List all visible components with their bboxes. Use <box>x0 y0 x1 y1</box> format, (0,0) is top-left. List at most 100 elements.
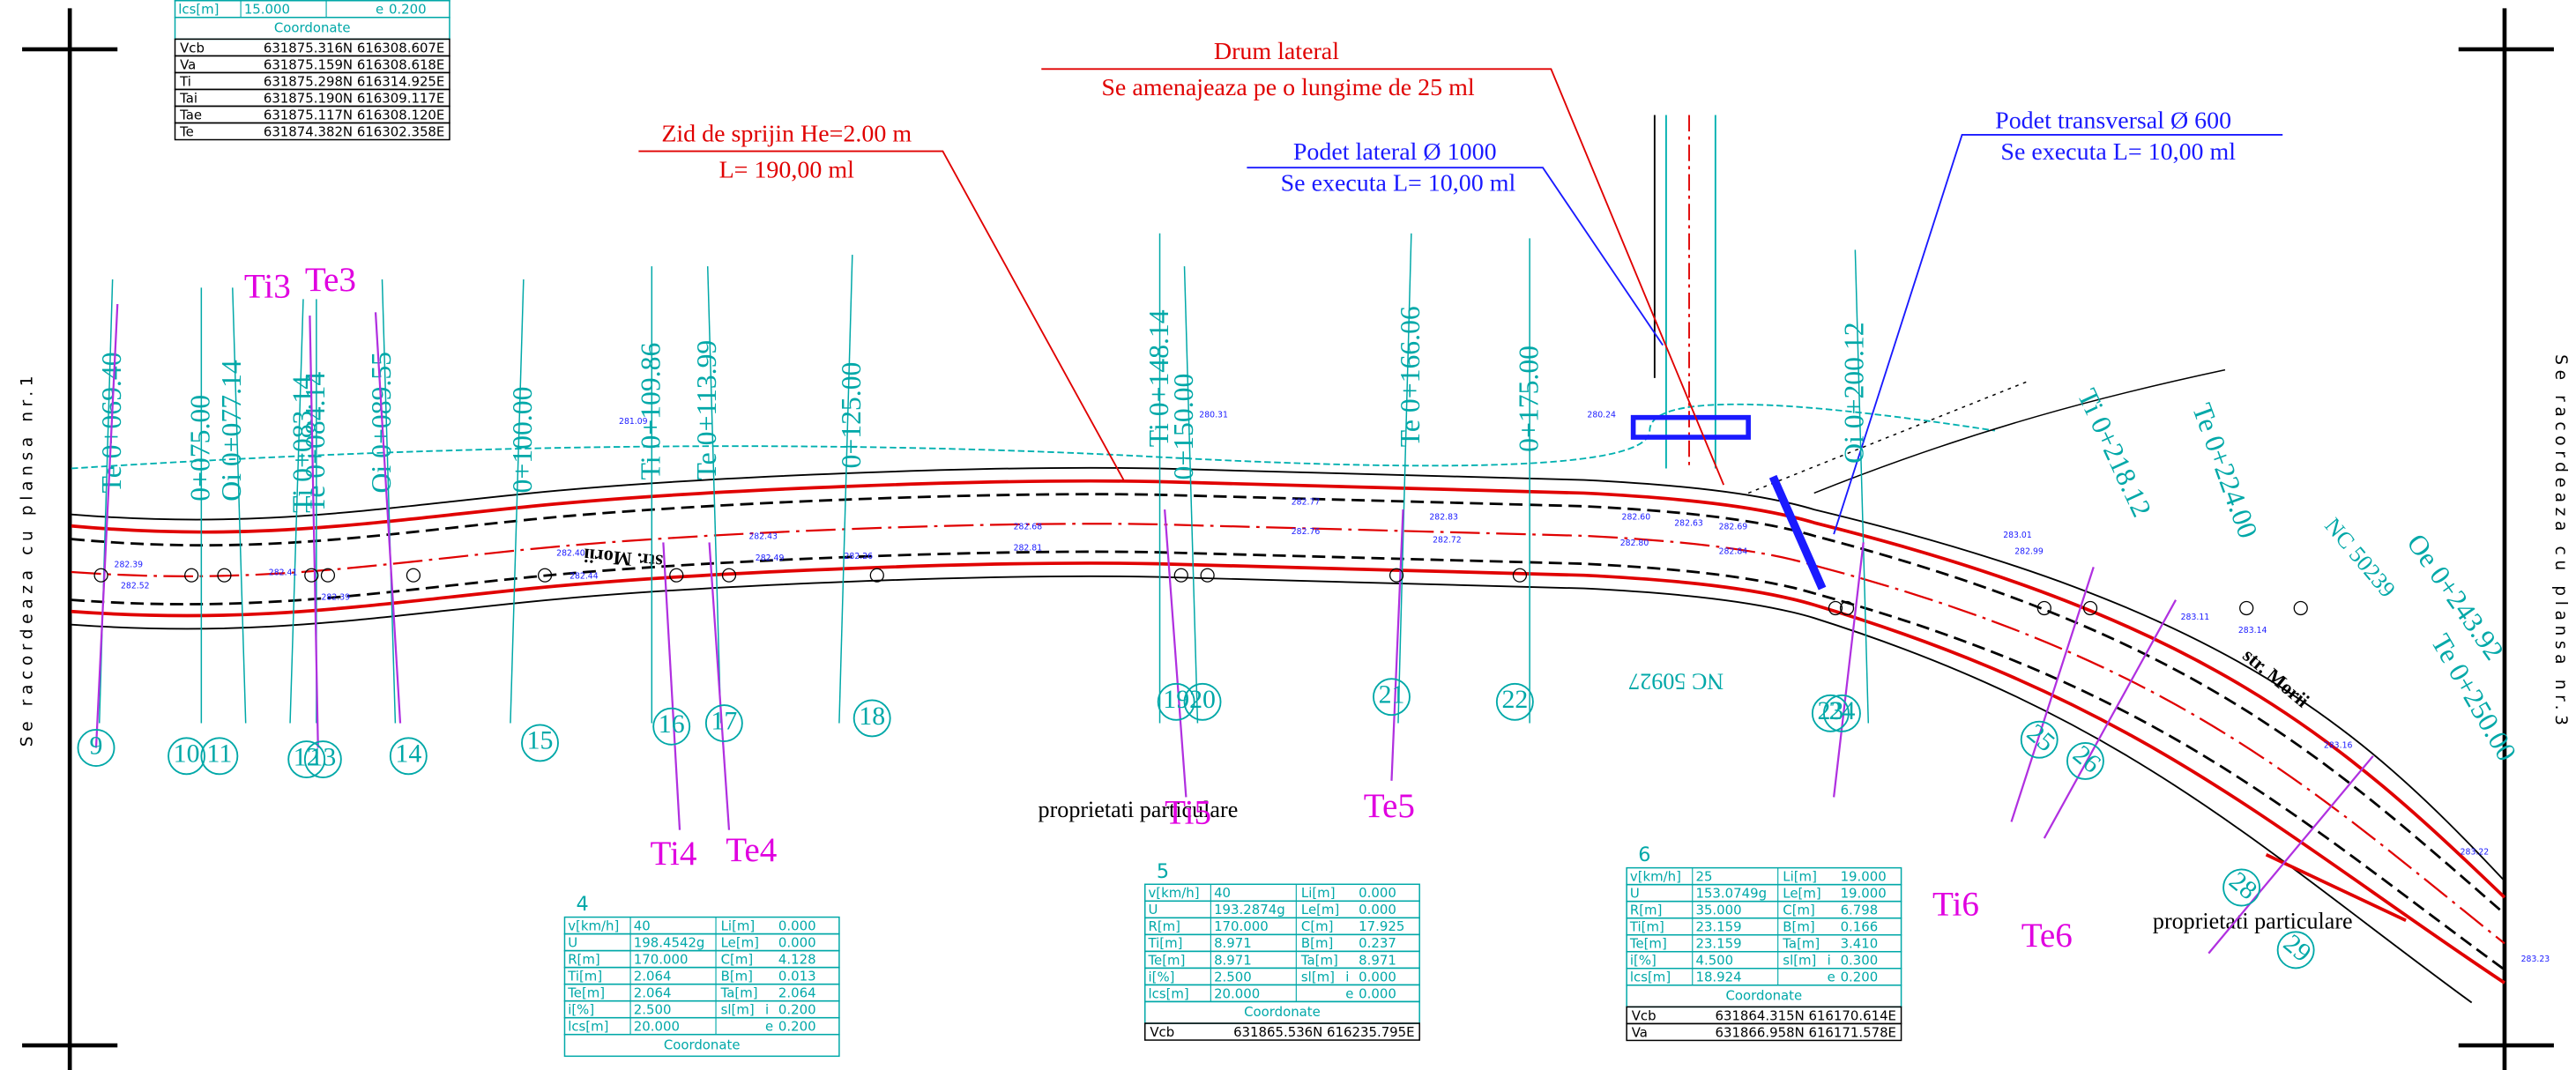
elevation: 282.49 <box>756 554 785 563</box>
profile-number: 15 <box>527 726 554 755</box>
table-cell: 153.0749g <box>1695 886 1767 902</box>
table-cell: Li[m] <box>1301 885 1336 901</box>
elevation: 282.81 <box>1014 544 1043 554</box>
table-cell: 0.200 <box>389 2 427 18</box>
table-cell: i[%] <box>1630 953 1657 969</box>
coord-value: 631864.315N 616170.614E <box>1715 1007 1896 1023</box>
annotation: Se executa L= 10,00 ml <box>2000 138 2236 166</box>
table-cell: 193.2874g <box>1214 902 1285 918</box>
coord-value: 631875.117N 616308.120E <box>264 107 445 123</box>
table-cell: 0.000 <box>1359 969 1396 985</box>
annotation: Zid de sprijin He=2.00 m <box>661 120 912 147</box>
table-cell: sl[m] <box>1783 953 1816 969</box>
table-cell: i <box>1345 969 1349 985</box>
table-cell: U <box>1630 886 1640 902</box>
table-cell: 0.000 <box>778 935 816 951</box>
table-cell: C[m] <box>1301 918 1334 934</box>
elevation: 283.11 <box>2181 613 2210 622</box>
table-cell: 2.064 <box>634 985 672 1001</box>
table-cell: 15.000 <box>244 2 290 18</box>
station-label: 0+075.00 <box>185 395 216 502</box>
table-cell: 0.000 <box>1359 885 1396 901</box>
table-cell: Li[m] <box>1783 869 1817 885</box>
coord-value: 631865.536N 616235.795E <box>1233 1024 1415 1040</box>
station-label: 0+100.00 <box>507 387 538 494</box>
coord-value: 631874.382N 616302.358E <box>264 123 445 139</box>
station-label: Te 0+084.14 <box>300 372 331 513</box>
station-label: Oi 0+089.55 <box>366 352 397 493</box>
table-cell: Ta[m] <box>720 985 758 1001</box>
table-cell: 8.971 <box>1214 952 1252 968</box>
elevation: 282.63 <box>1674 519 1703 529</box>
table-cell: Le[m] <box>1301 902 1339 918</box>
profile-number: 18 <box>859 702 885 731</box>
elevation: 282.26 <box>844 552 873 561</box>
table-cell: R[m] <box>568 952 600 968</box>
station-label: Oi 0+077.14 <box>216 360 247 502</box>
table-cell: v[km/h] <box>1148 885 1199 901</box>
table-cell: C[m] <box>1783 903 1815 918</box>
annotation: Podet lateral Ø 1000 <box>1293 138 1497 166</box>
table-cell: B[m] <box>721 969 753 985</box>
coord-label: Va <box>1632 1024 1648 1040</box>
elevation: 281.09 <box>619 417 648 427</box>
table-cell: 2.064 <box>778 985 816 1001</box>
coord-label: Va <box>180 56 196 72</box>
table-cell: 8.971 <box>1214 935 1252 951</box>
table-cell: R[m] <box>1630 903 1663 918</box>
coord-value: 631875.190N 616309.117E <box>264 90 445 106</box>
station-label: Te 0+113.99 <box>691 340 722 480</box>
table-cell: 0.000 <box>1359 902 1396 918</box>
side-note: Se racordeaza cu plansa nr.1 <box>18 371 36 747</box>
table-cell: 8.971 <box>1359 952 1396 968</box>
table-number: 6 <box>1638 843 1650 866</box>
point-label: Te4 <box>726 831 777 869</box>
table-cell: 20.000 <box>1214 985 1260 1001</box>
coord-label: Tae <box>179 107 202 123</box>
table-cell: U <box>1148 902 1158 918</box>
point-label: Te5 <box>1364 787 1415 825</box>
table-number: 4 <box>577 893 589 916</box>
elevation: 282.39 <box>321 593 350 603</box>
profile-number: 24 <box>1829 696 1856 725</box>
table-number: 5 <box>1157 860 1169 883</box>
profile-number: 17 <box>711 706 737 735</box>
elevation: 282.52 <box>121 582 150 591</box>
table-cell: C[m] <box>721 952 754 968</box>
elevation: 283.14 <box>2238 626 2267 635</box>
table-cell: Te[m] <box>1147 952 1185 968</box>
profile-number: 20 <box>1189 685 1216 714</box>
table-cell: Te[m] <box>567 985 605 1001</box>
table-cell: Li[m] <box>721 918 756 933</box>
table-cell: i <box>1828 953 1831 969</box>
table-cell: Ti[m] <box>1629 919 1664 935</box>
property-label: proprietati particulare <box>2153 909 2353 934</box>
coord-label: Vcb <box>1632 1007 1657 1023</box>
annotation: Se executa L= 10,00 ml <box>1281 169 1516 197</box>
coord-value: 631875.298N 616314.925E <box>264 73 445 89</box>
table-cell: v[km/h] <box>568 918 619 933</box>
profile-number: 16 <box>659 710 685 739</box>
table-cell: sl[m] <box>1301 969 1335 985</box>
annotation: Podet transversal Ø 600 <box>1995 107 2231 134</box>
table-cell: B[m] <box>1783 919 1814 935</box>
coord-label: Te <box>179 123 194 139</box>
table-cell: U <box>568 935 577 951</box>
table-cell: Te[m] <box>1629 936 1667 952</box>
coord-label: Ti <box>179 73 191 89</box>
station-label: 0+125.00 <box>836 362 867 469</box>
elevation: 282.84 <box>1719 546 1748 556</box>
elevation: 282.68 <box>1014 522 1043 531</box>
elevation: 282.76 <box>1292 527 1321 537</box>
profile-number: 10 <box>174 739 200 769</box>
elevation: 282.40 <box>556 548 585 558</box>
elevation: 283.22 <box>2461 848 2490 858</box>
coord-label: Tai <box>179 90 197 106</box>
elevation: 282.77 <box>1292 498 1321 508</box>
elevation: 282.60 <box>1622 512 1651 522</box>
station-label: 0+175.00 <box>1513 346 1544 452</box>
elevation: 282.72 <box>1433 535 1462 545</box>
side-note: Se racordeaza cu plansa nr.3 <box>2551 354 2570 730</box>
table-cell: 23.159 <box>1695 919 1741 935</box>
profile-number: 13 <box>309 742 336 771</box>
